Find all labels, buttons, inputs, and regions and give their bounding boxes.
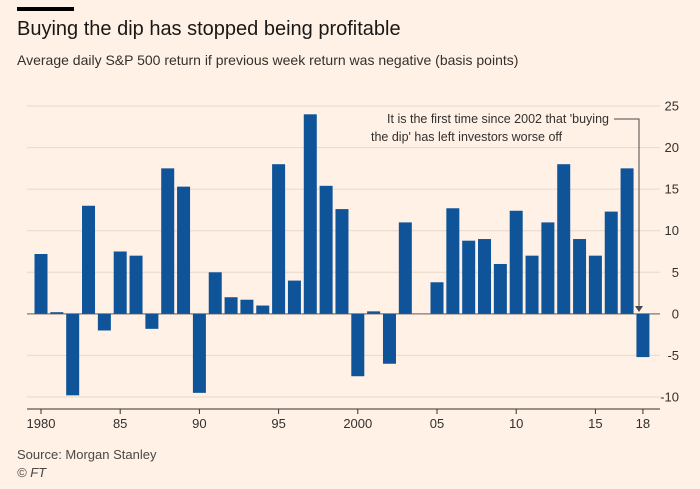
bar-2008	[478, 239, 492, 314]
x-tick-label: 15	[588, 416, 602, 431]
bar-1987	[145, 313, 159, 329]
bar-1985	[113, 251, 127, 314]
y-tick-label: 25	[665, 99, 679, 114]
bar-2006	[446, 208, 460, 314]
bar-2014	[573, 239, 587, 314]
x-tick-label: 05	[430, 416, 444, 431]
bar-1988	[161, 168, 175, 314]
bar-1991	[208, 272, 222, 314]
bar-1997	[303, 114, 317, 314]
bar-2002	[382, 313, 396, 364]
bar-2016	[604, 211, 618, 314]
annotation-line-2: the dip' has left investors worse off	[371, 130, 563, 144]
y-tick-label: -5	[667, 348, 679, 363]
y-tick-label: 10	[665, 223, 679, 238]
chart-title: Buying the dip has stopped being profita…	[17, 18, 401, 40]
bar-2005	[430, 282, 444, 314]
source-note: Source: Morgan Stanley	[17, 447, 157, 462]
x-tick-label: 18	[636, 416, 650, 431]
y-tick-label: -10	[660, 390, 679, 405]
bar-1980	[34, 253, 48, 314]
axes: 25 20 15 10 5 0 -5 -10 1980 85 90 95 2000 05 10 15 18	[27, 99, 679, 432]
x-tick-label: 90	[192, 416, 206, 431]
bars	[34, 114, 650, 396]
bar-1983	[82, 205, 96, 314]
bar-2003	[398, 222, 412, 314]
x-tick-label: 95	[271, 416, 285, 431]
bar-2017	[620, 168, 634, 314]
bar-2011	[525, 255, 539, 314]
bar-2012	[541, 222, 555, 314]
bar-1990	[192, 313, 206, 393]
bar-1995	[272, 164, 286, 314]
bar-2010	[509, 210, 523, 314]
y-tick-label: 0	[672, 306, 679, 321]
bar-1993	[240, 299, 254, 314]
y-tick-label: 20	[665, 140, 679, 155]
bar-2013	[557, 164, 571, 314]
bar-1994	[256, 305, 270, 314]
bar-1989	[177, 186, 191, 314]
x-tick-label: 10	[509, 416, 523, 431]
bar-2015	[588, 255, 602, 314]
bar-2009	[493, 263, 507, 314]
annotation-connector	[614, 118, 640, 306]
x-tick-label: 2000	[343, 416, 372, 431]
bar-1998	[319, 185, 333, 314]
annotation: It is the first time since 2002 that 'bu…	[371, 112, 643, 312]
bar-1986	[129, 255, 143, 314]
bar-1996	[287, 280, 301, 314]
bar-1982	[66, 313, 80, 396]
bar-1981	[50, 312, 64, 314]
y-tick-label: 15	[665, 182, 679, 197]
y-tick-label: 5	[672, 265, 679, 280]
x-tick-label: 85	[113, 416, 127, 431]
annotation-arrowhead	[635, 306, 643, 312]
bar-1992	[224, 297, 238, 314]
bar-2007	[462, 240, 476, 314]
x-tick-label: 1980	[27, 416, 56, 431]
bar-1999	[335, 209, 349, 314]
bar-2001	[367, 311, 381, 314]
bar-2018	[636, 313, 650, 358]
bar-1984	[97, 313, 111, 331]
copyright-note: © FT	[17, 465, 47, 480]
ft-top-rule	[17, 7, 74, 11]
annotation-line-1: It is the first time since 2002 that 'bu…	[387, 112, 609, 126]
bar-2000	[351, 313, 365, 377]
chart-subtitle: Average daily S&P 500 return if previous…	[17, 52, 519, 68]
